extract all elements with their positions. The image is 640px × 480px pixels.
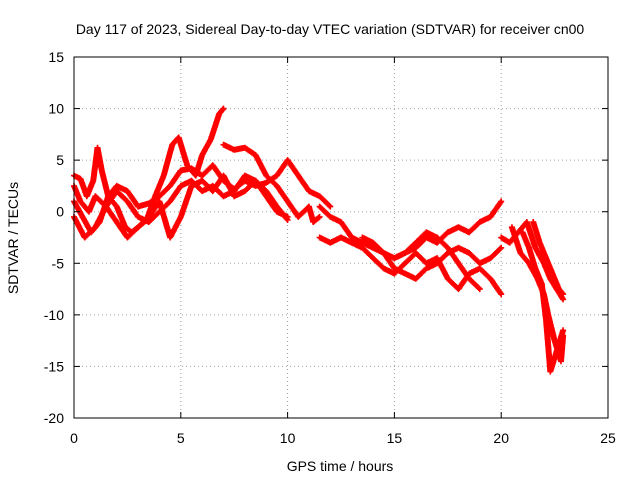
data-marks-track-7 [316, 234, 505, 298]
series-track-9 [391, 229, 483, 293]
x-tick-label: 15 [387, 430, 403, 446]
x-tick-label: 25 [600, 430, 616, 446]
y-tick-label: 0 [56, 204, 64, 220]
plot-border [73, 56, 609, 419]
series-track-13 [530, 219, 567, 298]
series-track-7 [316, 234, 505, 298]
y-tick-label: -15 [44, 358, 64, 374]
data-marks-track-9 [391, 229, 483, 293]
y-tick-label: 10 [48, 101, 64, 117]
x-tick-label: 10 [280, 430, 296, 446]
data-marks-track-13 [530, 219, 567, 298]
y-tick-label: 15 [48, 49, 64, 65]
data-marks-track-12 [519, 229, 567, 375]
y-axis-label: SDTVAR / TECUs [5, 182, 21, 294]
x-axis-label: GPS time / hours [287, 458, 394, 474]
y-tick-label: -5 [52, 255, 65, 271]
y-tick-label: 5 [56, 152, 64, 168]
y-tick-label: -10 [44, 307, 64, 323]
y-tick-label: -20 [44, 410, 64, 426]
x-tick-label: 20 [493, 430, 509, 446]
x-tick-label: 0 [70, 430, 78, 446]
data-marks-track-8 [359, 234, 505, 282]
series-track-8 [359, 234, 505, 282]
axes: 0 5 10 15 20 25 -20 -15 -10 -5 0 5 10 15 [44, 49, 616, 446]
series-track-12 [519, 229, 567, 375]
x-tick-label: 5 [177, 430, 185, 446]
chart-title: Day 117 of 2023, Sidereal Day-to-day VTE… [76, 21, 585, 37]
